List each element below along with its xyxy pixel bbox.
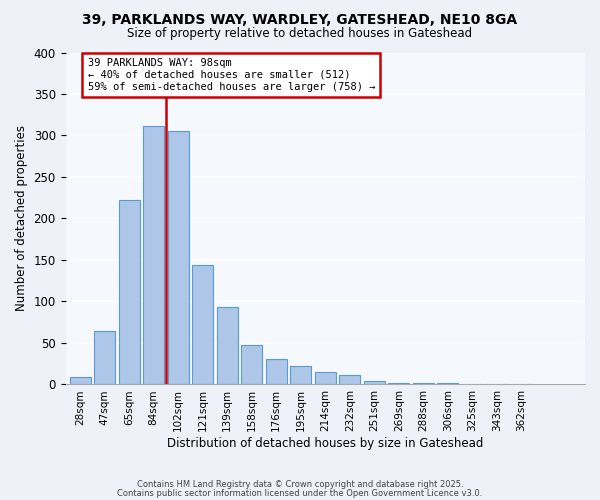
- Bar: [241, 344, 262, 385]
- Bar: [437, 383, 458, 384]
- Bar: [217, 308, 238, 384]
- Text: Contains public sector information licensed under the Open Government Licence v3: Contains public sector information licen…: [118, 488, 482, 498]
- Text: 39 PARKLANDS WAY: 98sqm
← 40% of detached houses are smaller (512)
59% of semi-d: 39 PARKLANDS WAY: 98sqm ← 40% of detache…: [88, 58, 375, 92]
- Y-axis label: Number of detached properties: Number of detached properties: [15, 126, 28, 312]
- Text: Contains HM Land Registry data © Crown copyright and database right 2025.: Contains HM Land Registry data © Crown c…: [137, 480, 463, 489]
- Bar: [143, 126, 164, 384]
- Bar: [315, 372, 335, 384]
- Bar: [94, 330, 115, 384]
- X-axis label: Distribution of detached houses by size in Gateshead: Distribution of detached houses by size …: [167, 437, 484, 450]
- Text: Size of property relative to detached houses in Gateshead: Size of property relative to detached ho…: [127, 28, 473, 40]
- Bar: [70, 377, 91, 384]
- Bar: [168, 132, 188, 384]
- Bar: [364, 381, 385, 384]
- Bar: [266, 358, 287, 384]
- Bar: [413, 383, 434, 384]
- Bar: [290, 366, 311, 384]
- Bar: [388, 383, 409, 384]
- Bar: [119, 200, 140, 384]
- Bar: [340, 376, 360, 384]
- Bar: [193, 265, 213, 384]
- Text: 39, PARKLANDS WAY, WARDLEY, GATESHEAD, NE10 8GA: 39, PARKLANDS WAY, WARDLEY, GATESHEAD, N…: [82, 12, 518, 26]
